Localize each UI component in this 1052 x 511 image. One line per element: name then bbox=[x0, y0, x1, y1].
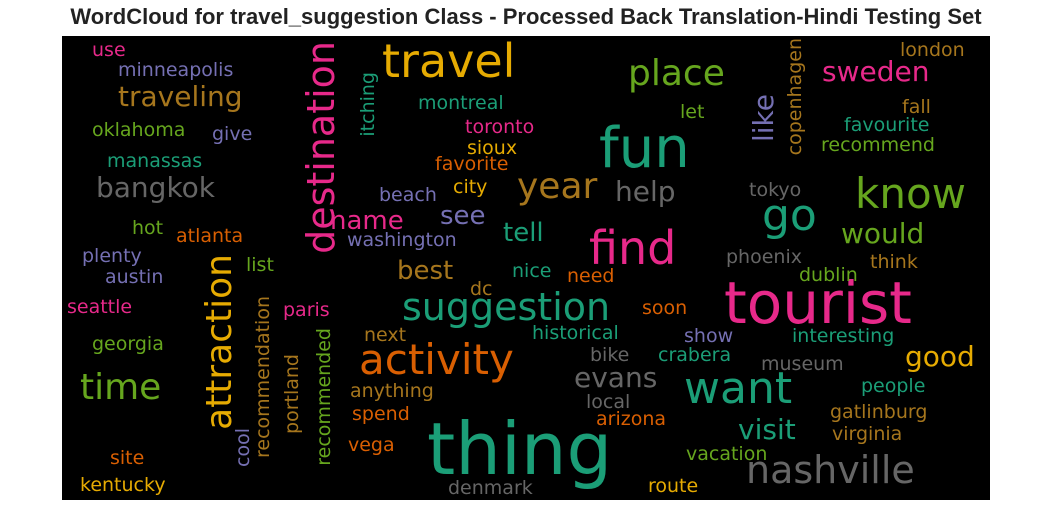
word-cloud: tourist thing fun travel attraction destinati… bbox=[62, 36, 990, 500]
word-anything: anything bbox=[350, 380, 434, 402]
word-find: find bbox=[589, 221, 677, 275]
word-help: help bbox=[615, 175, 676, 208]
word-recommended: recommended bbox=[313, 328, 335, 466]
word-suggestion: suggestion bbox=[402, 285, 611, 329]
word-spend: spend bbox=[352, 403, 410, 425]
word-see: see bbox=[440, 201, 486, 231]
word-minneapolis: minneapolis bbox=[118, 59, 234, 81]
word-dc: dc bbox=[470, 278, 493, 300]
word-traveling: traveling bbox=[118, 80, 243, 113]
word-place: place bbox=[628, 53, 725, 94]
word-hot: hot bbox=[132, 217, 164, 239]
word-year: year bbox=[517, 166, 598, 207]
word-let: let bbox=[680, 101, 705, 123]
word-list: list bbox=[246, 254, 274, 276]
word-dublin: dublin bbox=[799, 264, 858, 286]
word-tokyo: tokyo bbox=[749, 179, 802, 201]
word-montreal: montreal bbox=[418, 92, 504, 114]
word-like: like bbox=[747, 94, 780, 143]
word-itching: itching bbox=[357, 72, 379, 137]
word-phoenix: phoenix bbox=[726, 246, 802, 268]
word-show: show bbox=[684, 325, 734, 347]
word-recommend: recommend bbox=[821, 134, 935, 156]
word-fall: fall bbox=[902, 96, 931, 118]
word-visit: visit bbox=[738, 413, 796, 446]
word-people: people bbox=[861, 375, 926, 397]
word-museum: museum bbox=[761, 353, 844, 375]
word-time: time bbox=[80, 367, 162, 408]
word-give: give bbox=[212, 123, 253, 145]
word-site: site bbox=[110, 447, 145, 469]
word-toronto: toronto bbox=[465, 116, 535, 138]
word-best: best bbox=[397, 256, 454, 286]
word-georgia: georgia bbox=[92, 333, 164, 355]
word-fun: fun bbox=[599, 116, 690, 181]
word-gatlinburg: gatlinburg bbox=[830, 401, 928, 423]
word-know: know bbox=[855, 169, 966, 218]
word-arizona: arizona bbox=[596, 408, 667, 430]
word-copenhagen: copenhagen bbox=[784, 38, 806, 156]
word-kentucky: kentucky bbox=[80, 474, 166, 496]
word-nice: nice bbox=[512, 260, 552, 282]
word-paris: paris bbox=[283, 299, 330, 321]
word-favourite: favourite bbox=[844, 114, 930, 136]
word-london: london bbox=[900, 39, 965, 61]
word-seattle: seattle bbox=[67, 296, 133, 318]
word-good: good bbox=[905, 340, 975, 373]
word-local: local bbox=[586, 391, 631, 413]
word-recommendation: recommendation bbox=[252, 296, 274, 459]
word-nashville: nashville bbox=[746, 448, 915, 492]
word-evans: evans bbox=[574, 361, 658, 394]
word-need: need bbox=[567, 265, 615, 287]
word-cool: cool bbox=[232, 428, 254, 467]
word-sweden: sweden bbox=[822, 55, 930, 88]
word-beach: beach bbox=[379, 184, 437, 206]
chart-title: WordCloud for travel_suggestion Class - … bbox=[70, 4, 982, 29]
word-tourist: tourist bbox=[724, 269, 912, 337]
word-bike: bike bbox=[590, 344, 630, 366]
word-washington: washington bbox=[347, 229, 457, 251]
word-interesting: interesting bbox=[792, 325, 895, 347]
word-would: would bbox=[841, 217, 925, 250]
word-oklahoma: oklahoma bbox=[92, 119, 186, 141]
word-vacation: vacation bbox=[686, 443, 768, 465]
word-go: go bbox=[762, 190, 817, 241]
word-city: city bbox=[453, 176, 488, 198]
word-bangkok: bangkok bbox=[96, 171, 216, 204]
word-denmark: denmark bbox=[448, 477, 533, 499]
word-want: want bbox=[684, 363, 793, 414]
word-travel: travel bbox=[382, 36, 516, 88]
word-atlanta: atlanta bbox=[176, 225, 244, 247]
word-use: use bbox=[92, 39, 126, 61]
word-next: next bbox=[364, 324, 407, 346]
word-name: name bbox=[330, 206, 404, 236]
word-attraction: attraction bbox=[199, 254, 240, 430]
word-manassas: manassas bbox=[107, 150, 203, 172]
word-tell: tell bbox=[503, 218, 544, 248]
word-thing: thing bbox=[427, 407, 613, 491]
word-route: route bbox=[648, 475, 699, 497]
word-think: think bbox=[870, 251, 918, 273]
word-plenty: plenty bbox=[82, 245, 142, 267]
word-historical: historical bbox=[532, 322, 619, 344]
word-virginia: virginia bbox=[832, 423, 903, 445]
word-sioux: sioux bbox=[467, 137, 518, 159]
word-favorite: favorite bbox=[435, 153, 509, 175]
word-austin: austin bbox=[105, 266, 164, 288]
word-vega: vega bbox=[348, 434, 395, 456]
word-crabera: crabera bbox=[658, 344, 732, 366]
word-activity: activity bbox=[359, 335, 514, 384]
word-soon: soon bbox=[642, 297, 688, 319]
word-portland: portland bbox=[281, 354, 303, 434]
